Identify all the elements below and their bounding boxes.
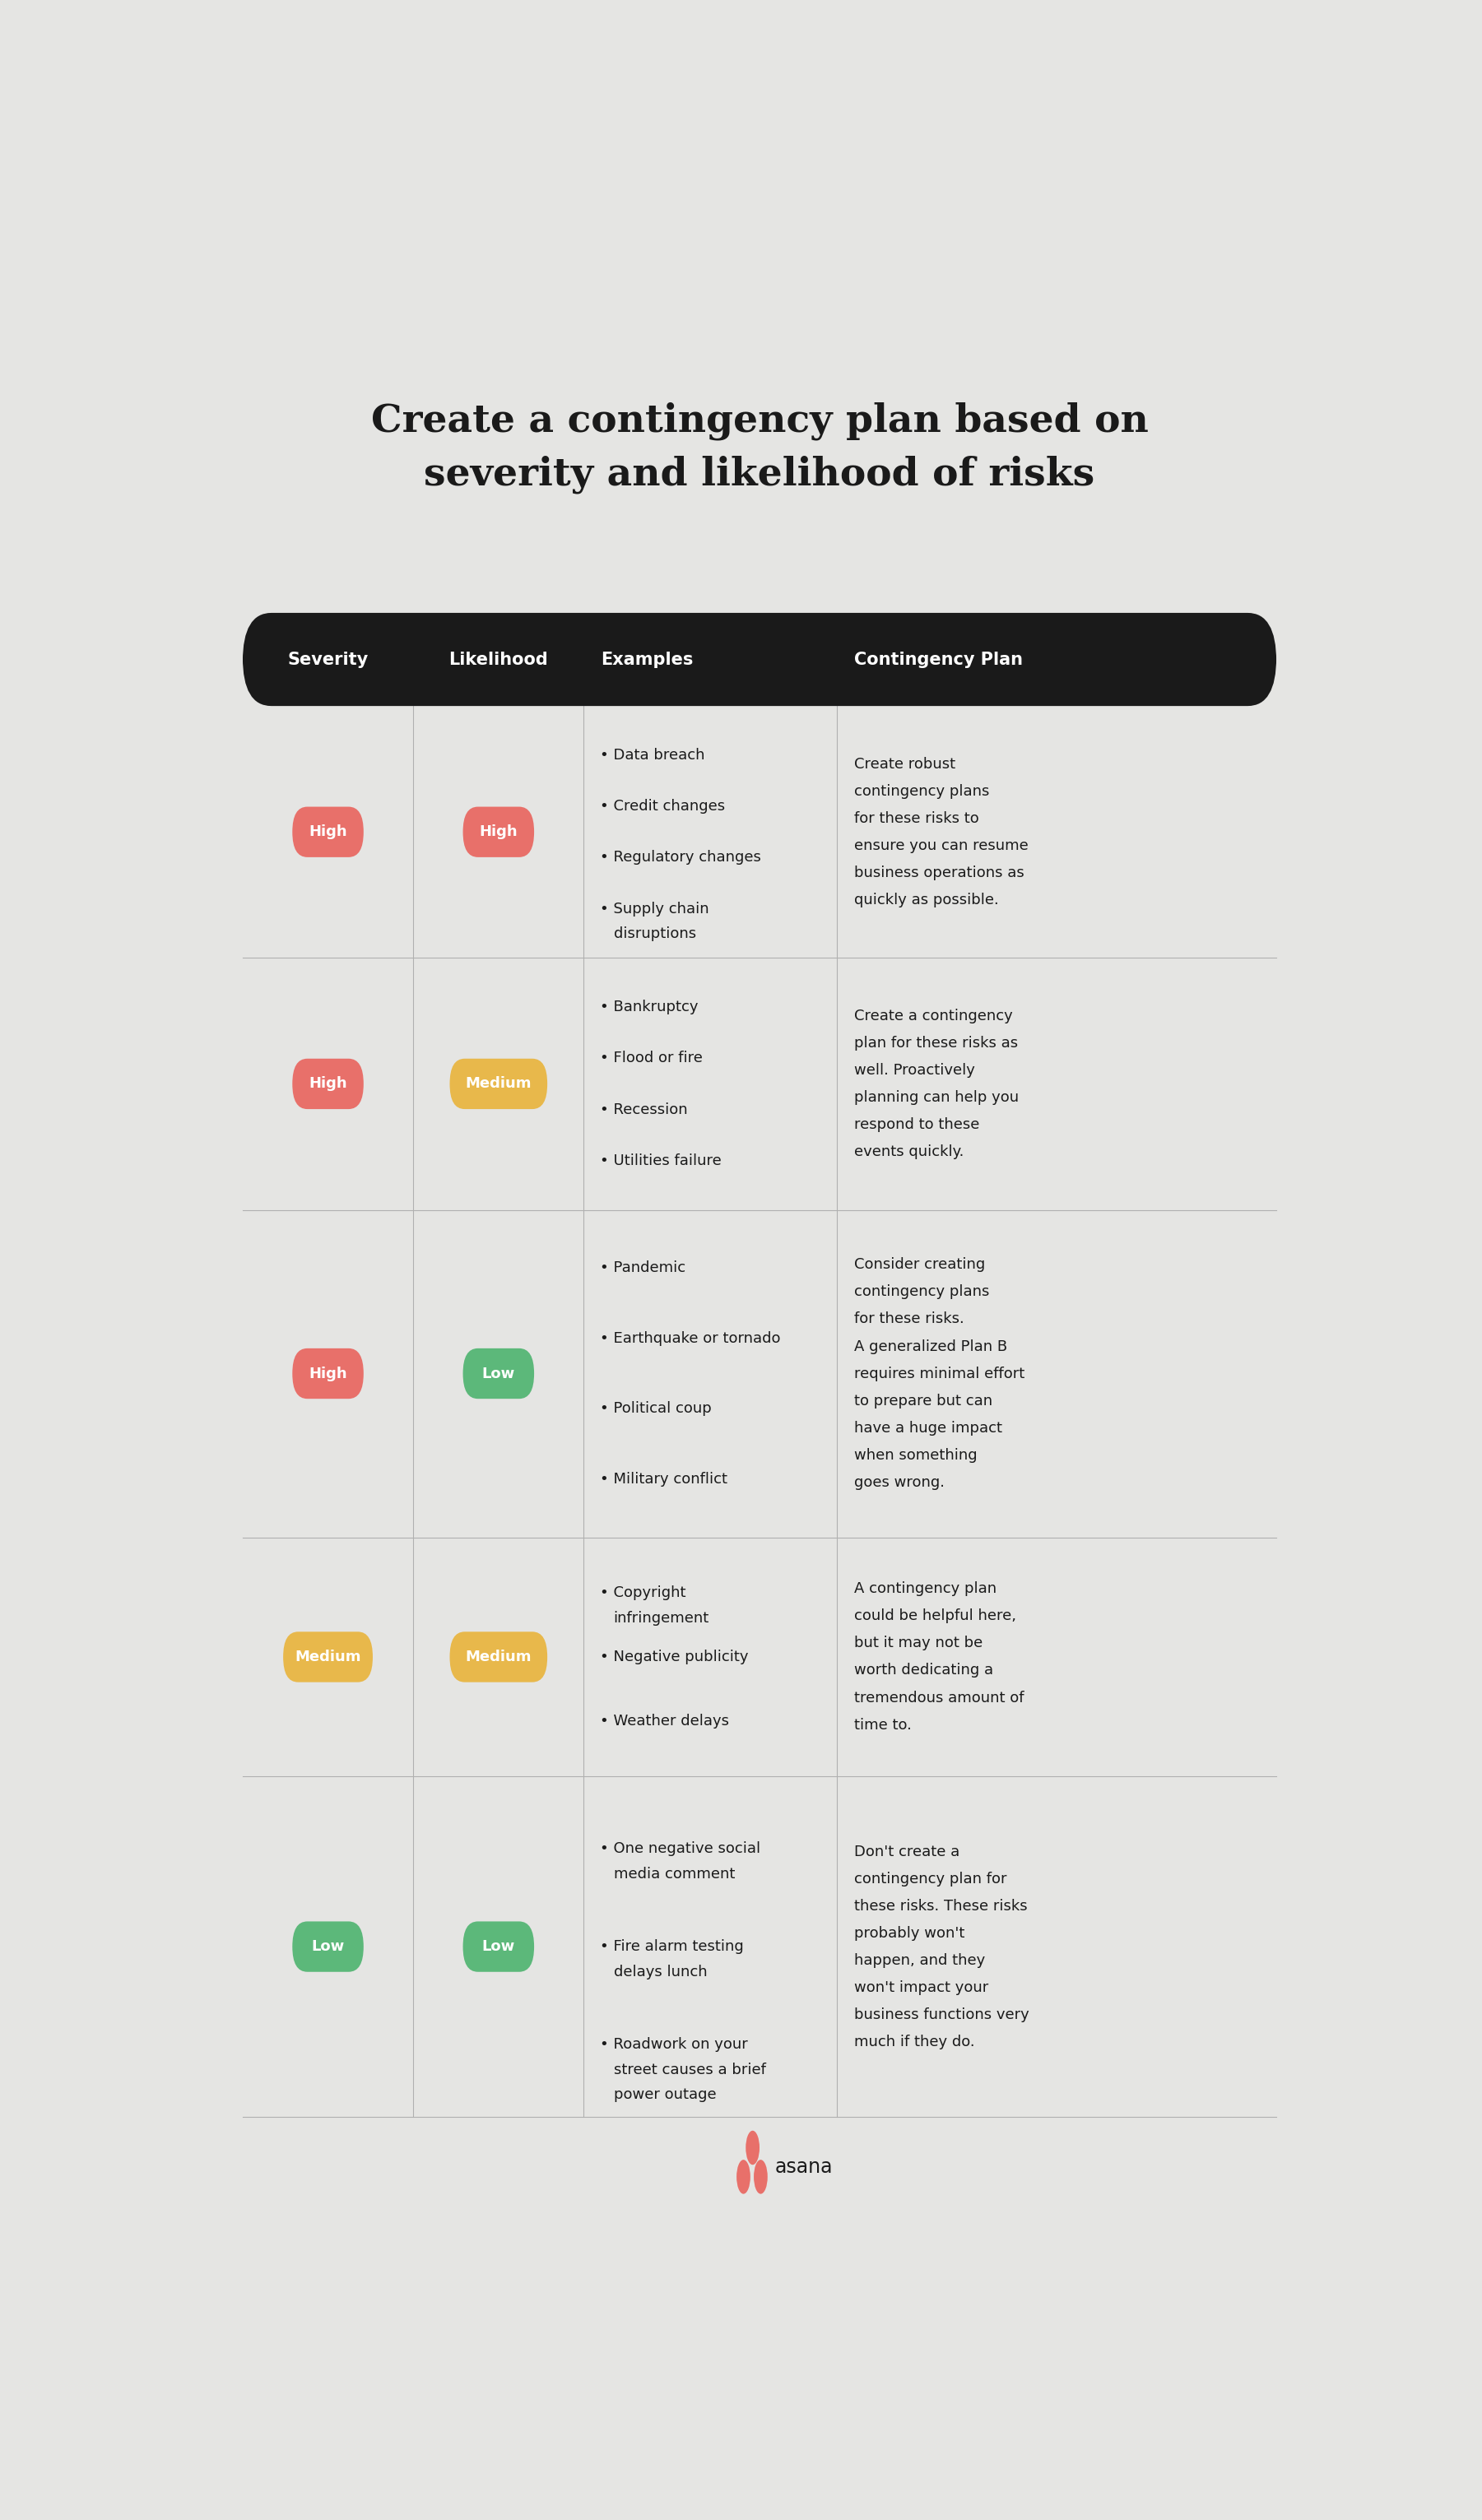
- Text: Consider creating: Consider creating: [854, 1257, 986, 1273]
- Text: contingency plans: contingency plans: [854, 784, 990, 799]
- Text: • Weather delays: • Weather delays: [600, 1714, 729, 1729]
- Text: • Pandemic: • Pandemic: [600, 1260, 686, 1275]
- Text: Low: Low: [482, 1940, 516, 1953]
- FancyBboxPatch shape: [292, 1058, 363, 1109]
- Text: • Credit changes: • Credit changes: [600, 799, 725, 814]
- Ellipse shape: [754, 2160, 768, 2195]
- Text: happen, and they: happen, and they: [854, 1953, 986, 1968]
- Text: infringement: infringement: [614, 1610, 710, 1625]
- Text: Medium: Medium: [465, 1076, 532, 1091]
- Text: Low: Low: [482, 1366, 516, 1381]
- Text: A contingency plan: A contingency plan: [854, 1583, 997, 1598]
- Text: requires minimal effort: requires minimal effort: [854, 1366, 1026, 1381]
- FancyBboxPatch shape: [292, 806, 363, 857]
- Text: but it may not be: but it may not be: [854, 1635, 983, 1651]
- Text: respond to these: respond to these: [854, 1116, 980, 1131]
- FancyBboxPatch shape: [292, 1348, 363, 1399]
- Text: business operations as: business operations as: [854, 864, 1024, 879]
- Text: to prepare but can: to prepare but can: [854, 1394, 993, 1409]
- Text: probably won't: probably won't: [854, 1925, 965, 1940]
- Text: Create a contingency: Create a contingency: [854, 1008, 1012, 1023]
- Text: High: High: [308, 824, 347, 839]
- Text: time to.: time to.: [854, 1719, 911, 1731]
- Text: planning can help you: planning can help you: [854, 1091, 1020, 1104]
- Text: • Regulatory changes: • Regulatory changes: [600, 849, 762, 864]
- Text: goes wrong.: goes wrong.: [854, 1474, 946, 1489]
- Text: Examples: Examples: [602, 650, 694, 668]
- Text: when something: when something: [854, 1446, 978, 1462]
- Text: Low: Low: [311, 1940, 344, 1953]
- Text: contingency plans: contingency plans: [854, 1285, 990, 1300]
- Text: • Flood or fire: • Flood or fire: [600, 1051, 702, 1066]
- Text: events quickly.: events quickly.: [854, 1144, 963, 1159]
- Text: A generalized Plan B: A generalized Plan B: [854, 1338, 1008, 1353]
- Text: • Military conflict: • Military conflict: [600, 1472, 728, 1487]
- Text: • Data breach: • Data breach: [600, 748, 705, 764]
- Text: ensure you can resume: ensure you can resume: [854, 839, 1029, 852]
- FancyBboxPatch shape: [243, 612, 1276, 706]
- FancyBboxPatch shape: [292, 1920, 363, 1971]
- Text: street causes a brief: street causes a brief: [614, 2061, 766, 2076]
- Text: quickly as possible.: quickly as possible.: [854, 892, 999, 907]
- Text: High: High: [308, 1076, 347, 1091]
- Text: • Roadwork on your: • Roadwork on your: [600, 2036, 748, 2051]
- Text: • Supply chain: • Supply chain: [600, 902, 708, 917]
- FancyBboxPatch shape: [462, 1920, 534, 1971]
- Text: High: High: [308, 1366, 347, 1381]
- Text: • Bankruptcy: • Bankruptcy: [600, 1000, 698, 1013]
- Text: disruptions: disruptions: [614, 927, 697, 942]
- Text: • Fire alarm testing: • Fire alarm testing: [600, 1940, 744, 1953]
- Text: contingency plan for: contingency plan for: [854, 1872, 1006, 1885]
- Text: delays lunch: delays lunch: [614, 1966, 707, 1978]
- Text: could be helpful here,: could be helpful here,: [854, 1608, 1017, 1623]
- Text: Medium: Medium: [295, 1651, 362, 1663]
- Text: well. Proactively: well. Proactively: [854, 1063, 975, 1079]
- Text: High: High: [479, 824, 517, 839]
- Ellipse shape: [745, 2129, 760, 2165]
- Text: much if they do.: much if they do.: [854, 2034, 975, 2049]
- Text: tremendous amount of: tremendous amount of: [854, 1691, 1024, 1706]
- FancyBboxPatch shape: [449, 1058, 547, 1109]
- Text: media comment: media comment: [614, 1867, 735, 1882]
- Text: Create a contingency plan based on
severity and likelihood of risks: Create a contingency plan based on sever…: [370, 403, 1149, 494]
- FancyBboxPatch shape: [462, 1348, 534, 1399]
- Text: power outage: power outage: [614, 2087, 716, 2102]
- Text: Likelihood: Likelihood: [449, 650, 548, 668]
- Ellipse shape: [737, 2160, 750, 2195]
- Text: • Recession: • Recession: [600, 1101, 688, 1116]
- Text: for these risks to: for these risks to: [854, 811, 980, 827]
- Text: asana: asana: [775, 2157, 833, 2177]
- Text: • Earthquake or tornado: • Earthquake or tornado: [600, 1331, 781, 1346]
- FancyBboxPatch shape: [449, 1633, 547, 1683]
- Text: have a huge impact: have a huge impact: [854, 1421, 1002, 1436]
- Text: Don't create a: Don't create a: [854, 1845, 960, 1860]
- FancyBboxPatch shape: [283, 1633, 373, 1683]
- Text: • Copyright: • Copyright: [600, 1585, 686, 1600]
- Text: Severity: Severity: [288, 650, 369, 668]
- Text: plan for these risks as: plan for these risks as: [854, 1036, 1018, 1051]
- FancyBboxPatch shape: [462, 806, 534, 857]
- Text: won't impact your: won't impact your: [854, 1981, 988, 1996]
- Text: • Political coup: • Political coup: [600, 1401, 711, 1416]
- Text: • One negative social: • One negative social: [600, 1842, 760, 1857]
- Text: Contingency Plan: Contingency Plan: [854, 650, 1023, 668]
- Text: Create robust: Create robust: [854, 756, 956, 771]
- Text: business functions very: business functions very: [854, 2006, 1030, 2021]
- Text: for these risks.: for these risks.: [854, 1313, 965, 1326]
- Text: these risks. These risks: these risks. These risks: [854, 1898, 1027, 1913]
- Text: worth dedicating a: worth dedicating a: [854, 1663, 993, 1678]
- Text: • Utilities failure: • Utilities failure: [600, 1154, 722, 1169]
- Text: Medium: Medium: [465, 1651, 532, 1663]
- Text: • Negative publicity: • Negative publicity: [600, 1651, 748, 1663]
